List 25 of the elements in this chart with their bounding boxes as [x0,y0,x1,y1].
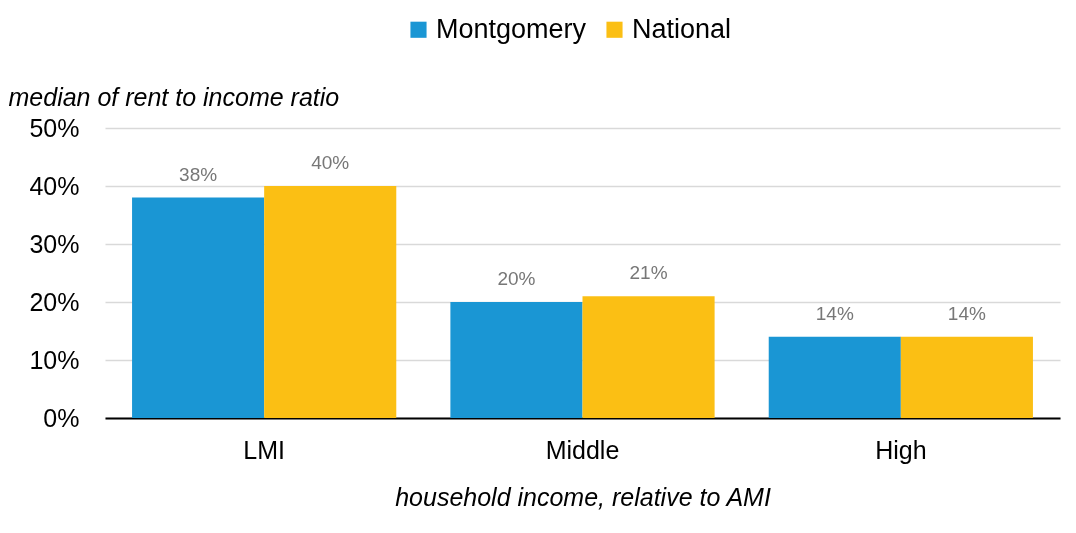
data-label: 14% [947,302,987,324]
y-tick-label: 50% [29,113,80,142]
bar [264,186,397,418]
data-label: 21% [629,262,668,284]
legend-label: National [632,13,732,44]
x-axis-title: household income, relative to AMI [395,482,771,511]
data-label: 38% [179,163,218,185]
y-tick-label: 30% [29,229,80,258]
y-tick-label: 20% [29,287,80,316]
bar [582,296,715,418]
x-tick-label: High [875,435,927,464]
x-tick-label: Middle [545,435,620,464]
bar [768,336,901,418]
y-tick-label: 40% [29,171,80,200]
x-tick-label: LMI [243,435,286,464]
bar [450,302,583,418]
data-label: 20% [497,268,536,289]
y-axis-title: median of rent to income ratio [8,82,340,111]
bar [132,197,265,418]
data-label: 14% [815,302,854,324]
bar [900,336,1033,418]
y-tick-label: 10% [29,345,80,374]
legend-label: Montgomery [436,13,587,44]
y-tick-label: 0% [43,403,80,432]
data-label: 40% [311,152,350,173]
